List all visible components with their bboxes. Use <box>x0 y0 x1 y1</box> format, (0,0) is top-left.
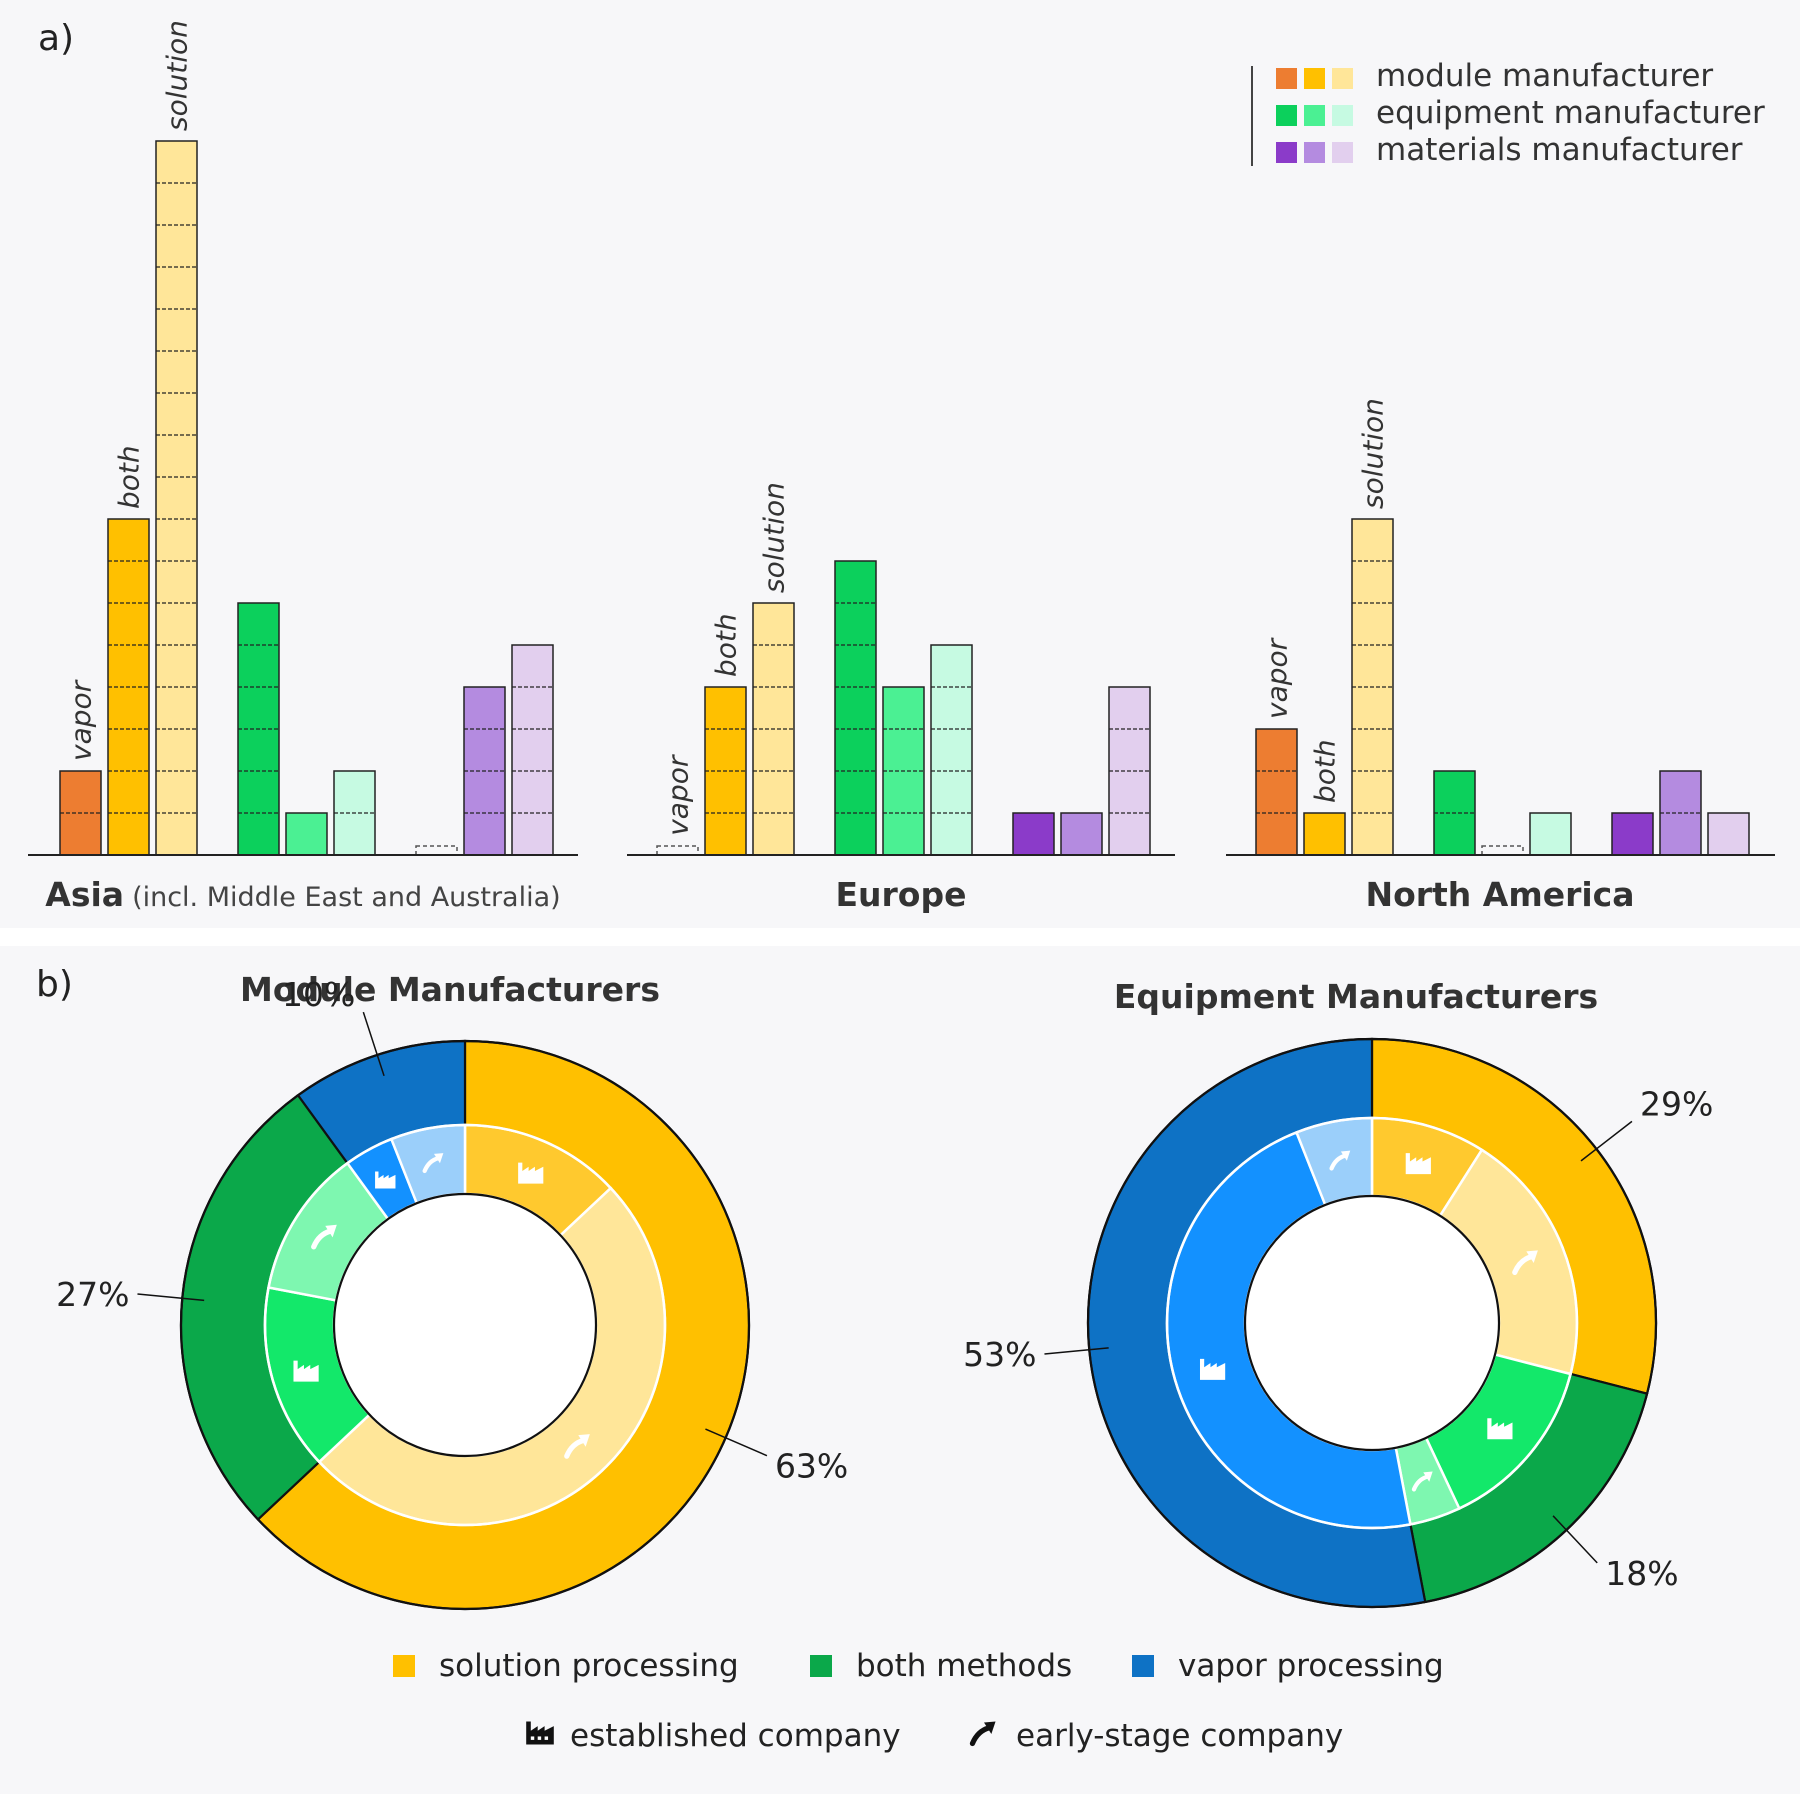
donut-title-module: Module Manufacturers <box>240 970 660 1009</box>
donut-hole <box>332 1192 598 1458</box>
legend-swatch-solution-processing <box>393 1655 415 1677</box>
method-label-solution: solution <box>1357 398 1390 509</box>
factory-icon <box>518 1162 544 1184</box>
bar-north-america-module-vapor <box>1255 728 1298 856</box>
bar-europe-equipment-solution <box>930 644 973 856</box>
factory-icon <box>293 1360 319 1382</box>
legend-swatch <box>1332 142 1353 163</box>
pct-label-both-methods: 27% <box>56 1275 129 1314</box>
pct-label-solution-processing: 63% <box>775 1447 848 1486</box>
bar-asia-equipment-both <box>285 812 328 856</box>
donut-outline <box>1086 1037 1658 1609</box>
factory-icon <box>1405 1153 1431 1175</box>
bar-north-america-equipment-both-empty <box>1481 845 1524 856</box>
panel-a: a) module manufacturer equipment manufact… <box>28 18 1775 914</box>
method-label-vapor: vapor <box>1261 637 1294 719</box>
legend-swatch <box>1304 142 1325 163</box>
donut-hole <box>1243 1194 1501 1452</box>
panel-b: b) Module Manufacturers Equipment Manufa… <box>0 946 1800 1794</box>
legend-swatch <box>1276 142 1297 163</box>
region-name: Asia <box>45 875 124 914</box>
factory-icon <box>1487 1418 1513 1440</box>
pct-label-vapor-processing: 53% <box>963 1335 1036 1374</box>
bar-europe-equipment-vapor <box>834 560 877 856</box>
rising-arrow-icon <box>1512 1250 1538 1276</box>
legend-swatch-both-methods <box>810 1655 832 1677</box>
ring-divider <box>263 1123 667 1527</box>
method-label-both: both <box>113 445 146 509</box>
bar-asia-materials-vapor-empty <box>415 845 458 856</box>
method-label-both: both <box>710 613 743 677</box>
donut-charts: b) Module Manufacturers Equipment Manufa… <box>36 964 1713 1754</box>
bar-europe-materials-both <box>1060 812 1103 856</box>
legend-label-module-manufacturer: module manufacturer <box>1376 58 1713 94</box>
donut-module: 63% 27% 10% <box>56 975 848 1611</box>
bar-asia-module-solution <box>155 140 198 856</box>
pct-label-vapor-processing: 10% <box>282 975 355 1014</box>
bar-north-america-equipment-solution <box>1529 812 1572 856</box>
callout-line <box>705 1428 768 1457</box>
callout-line <box>1580 1120 1633 1162</box>
region-subtitle: (incl. Middle East and Australia) <box>132 882 561 913</box>
factory-icon <box>1199 1358 1226 1380</box>
donut-title-equipment: Equipment Manufacturers <box>1114 977 1598 1016</box>
pct-label-solution-processing: 29% <box>1640 1084 1713 1123</box>
region-name: Europe <box>836 875 967 914</box>
region-name: North America <box>1365 875 1634 914</box>
legend-label-materials-manufacturer: materials manufacturer <box>1376 132 1743 168</box>
rising-arrow-icon <box>1329 1150 1351 1171</box>
rising-arrow-icon <box>969 1721 996 1747</box>
callout-line <box>362 1011 385 1077</box>
legend-swatch <box>1332 105 1353 126</box>
factory-icon <box>526 1721 554 1745</box>
panel-b-label: b) <box>36 964 73 1005</box>
legend-label-established-company: established company <box>570 1718 901 1754</box>
rising-arrow-icon <box>422 1153 444 1174</box>
region-label-north-america: North America <box>1365 875 1634 914</box>
rising-arrow-icon <box>564 1434 590 1459</box>
method-label-solution: solution <box>161 20 194 131</box>
legend-label-both-methods: both methods <box>856 1648 1072 1684</box>
bar-north-america-module-both <box>1303 812 1346 856</box>
legend-swatch <box>1304 68 1325 89</box>
callout-line <box>1044 1347 1109 1355</box>
region-label-europe: Europe <box>836 875 967 914</box>
bar-north-america-materials-vapor <box>1611 812 1654 856</box>
legend-swatch-vapor-processing <box>1132 1655 1154 1677</box>
legend-swatch <box>1332 68 1353 89</box>
method-label-vapor: vapor <box>65 679 98 761</box>
region-label-asia: Asia (incl. Middle East and Australia) <box>45 875 560 914</box>
axes-group: Asia (incl. Middle East and Australia) Eur… <box>28 854 1775 914</box>
bar-north-america-materials-solution <box>1707 812 1750 856</box>
legend-swatch <box>1276 68 1297 89</box>
donut-equipment: 29% 18% 53% <box>963 1037 1713 1609</box>
legend-label-vapor-processing: vapor processing <box>1178 1648 1444 1684</box>
legend-swatch <box>1276 105 1297 126</box>
method-label-solution: solution <box>758 482 791 593</box>
legend-label-solution-processing: solution processing <box>439 1648 739 1684</box>
donut-legend: solution processing both methods vapor pro… <box>393 1648 1444 1754</box>
donut-outline <box>179 1039 751 1611</box>
donuts-group: 63% 27% 10% 29% 18% 53% <box>56 975 1713 1611</box>
bar-europe-module-vapor-empty <box>656 845 699 856</box>
bars-group: vaporbothsolutionvaporbothsolutionvaporb… <box>59 20 1750 856</box>
bar-asia-materials-solution <box>511 644 554 856</box>
rising-arrow-icon <box>311 1224 337 1250</box>
ring-divider <box>1165 1116 1579 1530</box>
callout-line <box>1552 1515 1598 1564</box>
pct-label-both-methods: 18% <box>1605 1554 1678 1593</box>
method-label-both: both <box>1309 739 1342 803</box>
legend-label-early-stage-company: early-stage company <box>1016 1718 1343 1754</box>
rising-arrow-icon <box>1411 1471 1433 1492</box>
legend-label-equipment-manufacturer: equipment manufacturer <box>1376 95 1765 131</box>
factory-icon <box>375 1171 396 1189</box>
bar-europe-materials-vapor <box>1012 812 1055 856</box>
panel-a-label: a) <box>38 18 74 59</box>
legend-swatch <box>1304 105 1325 126</box>
method-label-vapor: vapor <box>662 754 695 836</box>
callout-line <box>137 1293 205 1302</box>
